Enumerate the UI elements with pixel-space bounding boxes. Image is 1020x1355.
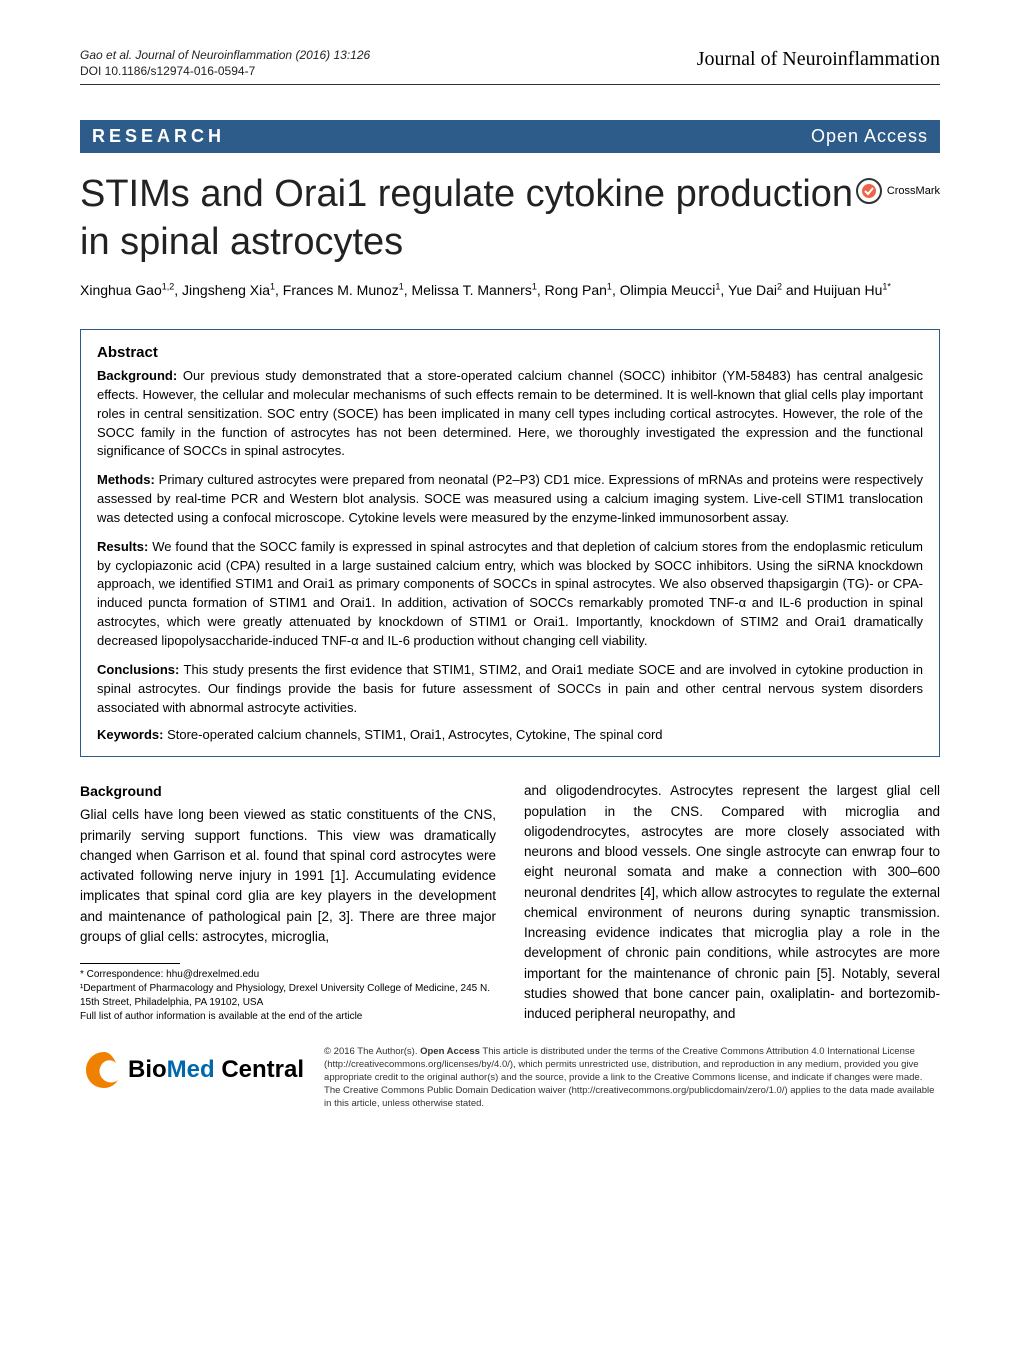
body-columns: Background Glial cells have long been vi… bbox=[80, 781, 940, 1024]
body-right-text: and oligodendrocytes. Astrocytes represe… bbox=[524, 783, 940, 1021]
crossmark-icon bbox=[855, 177, 883, 205]
doi: DOI 10.1186/s12974-016-0594-7 bbox=[80, 64, 370, 78]
affiliation: ¹Department of Pharmacology and Physiolo… bbox=[80, 982, 496, 1010]
crossmark-label: CrossMark bbox=[887, 185, 940, 197]
citation-block: Gao et al. Journal of Neuroinflammation … bbox=[80, 48, 370, 78]
abstract-text: This study presents the first evidence t… bbox=[97, 662, 923, 715]
abstract-lead: Results: bbox=[97, 539, 148, 554]
abstract-text: Our previous study demonstrated that a s… bbox=[97, 368, 923, 458]
bmc-wordmark: BioMed Central bbox=[128, 1056, 304, 1084]
crossmark-badge[interactable]: CrossMark bbox=[855, 177, 940, 205]
abstract-lead: Background: bbox=[97, 368, 177, 383]
header-rule bbox=[80, 84, 940, 85]
citation: Gao et al. Journal of Neuroinflammation … bbox=[80, 48, 370, 62]
footnote-rule bbox=[80, 963, 180, 964]
banner-open-access: Open Access bbox=[811, 126, 928, 147]
article-type-banner: RESEARCH Open Access bbox=[80, 120, 940, 153]
left-column: Background Glial cells have long been vi… bbox=[80, 781, 496, 1024]
abstract-heading: Abstract bbox=[97, 344, 923, 361]
abstract-lead: Methods: bbox=[97, 472, 155, 487]
abstract-text: Primary cultured astrocytes were prepare… bbox=[97, 472, 923, 525]
full-author-info: Full list of author information is avail… bbox=[80, 1010, 496, 1024]
abstract-lead: Conclusions: bbox=[97, 662, 179, 677]
biomed-central-logo: BioMed Central bbox=[80, 1046, 304, 1094]
section-heading-background: Background bbox=[80, 781, 496, 802]
footnotes: * Correspondence: hhu@drexelmed.edu ¹Dep… bbox=[80, 968, 496, 1024]
footer: BioMed Central © 2016 The Author(s). Ope… bbox=[80, 1046, 940, 1110]
license-text: © 2016 The Author(s). Open Access This a… bbox=[324, 1046, 940, 1110]
abstract-box: Abstract Background: Our previous study … bbox=[80, 329, 940, 757]
title-row: STIMs and Orai1 regulate cytokine produc… bbox=[80, 171, 940, 266]
abstract-section: Methods: Primary cultured astrocytes wer… bbox=[97, 471, 923, 528]
right-column: and oligodendrocytes. Astrocytes represe… bbox=[524, 781, 940, 1024]
page-header: Gao et al. Journal of Neuroinflammation … bbox=[80, 48, 940, 78]
keywords-text: Store-operated calcium channels, STIM1, … bbox=[163, 727, 662, 742]
keywords-lead: Keywords: bbox=[97, 727, 163, 742]
keywords: Keywords: Store-operated calcium channel… bbox=[97, 727, 923, 742]
correspondence: * Correspondence: hhu@drexelmed.edu bbox=[80, 968, 496, 982]
abstract-section: Conclusions: This study presents the fir… bbox=[97, 661, 923, 718]
author-list: Xinghua Gao1,2, Jingsheng Xia1, Frances … bbox=[80, 280, 940, 301]
body-left-text: Glial cells have long been viewed as sta… bbox=[80, 807, 496, 944]
bmc-swirl-icon bbox=[80, 1046, 128, 1094]
abstract-section: Background: Our previous study demonstra… bbox=[97, 367, 923, 461]
journal-name: Journal of Neuroinflammation bbox=[697, 48, 940, 71]
abstract-text: We found that the SOCC family is express… bbox=[97, 539, 923, 648]
banner-research: RESEARCH bbox=[92, 126, 225, 147]
article-title: STIMs and Orai1 regulate cytokine produc… bbox=[80, 171, 855, 266]
abstract-section: Results: We found that the SOCC family i… bbox=[97, 538, 923, 651]
